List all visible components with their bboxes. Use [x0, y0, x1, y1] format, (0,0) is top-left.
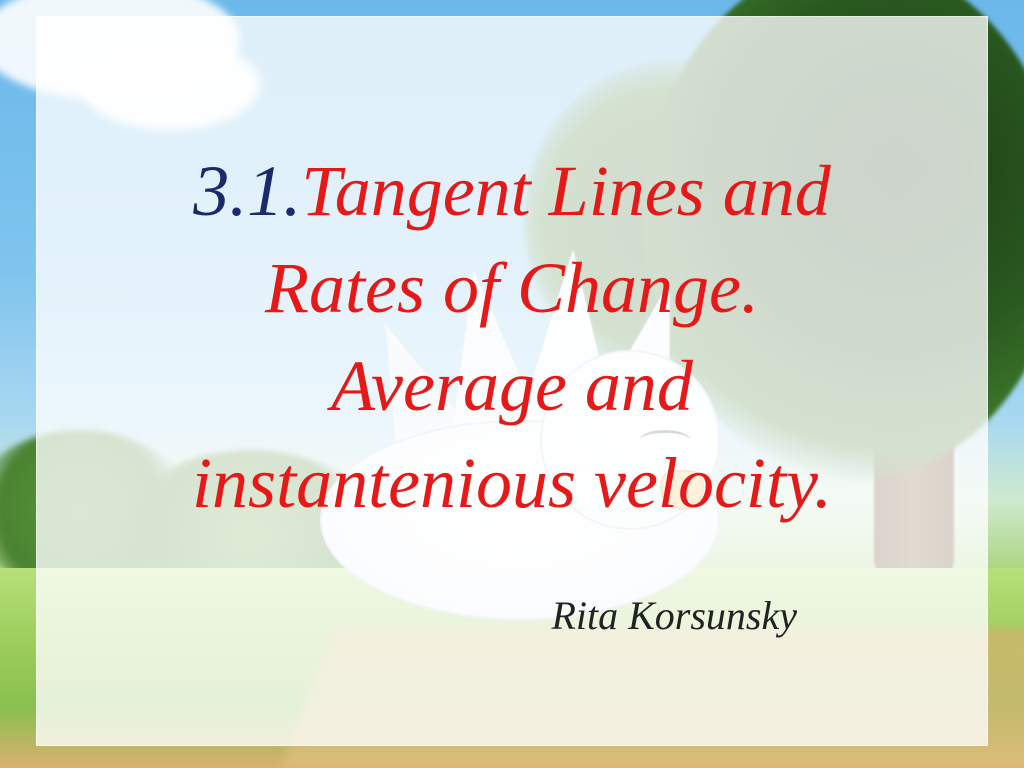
title-line: Average and: [331, 346, 693, 426]
title-line: instantenious velocity.: [192, 443, 832, 523]
slide-title: 3.1.Tangent Lines and Rates of Change. A…: [192, 143, 832, 532]
title-line: Rates of Change.: [265, 248, 759, 328]
author-name: Rita Korsunsky: [551, 592, 797, 639]
slide-panel: 3.1.Tangent Lines and Rates of Change. A…: [36, 16, 988, 746]
section-number: 3.1.: [193, 151, 301, 231]
title-line: Tangent Lines and: [301, 151, 830, 231]
